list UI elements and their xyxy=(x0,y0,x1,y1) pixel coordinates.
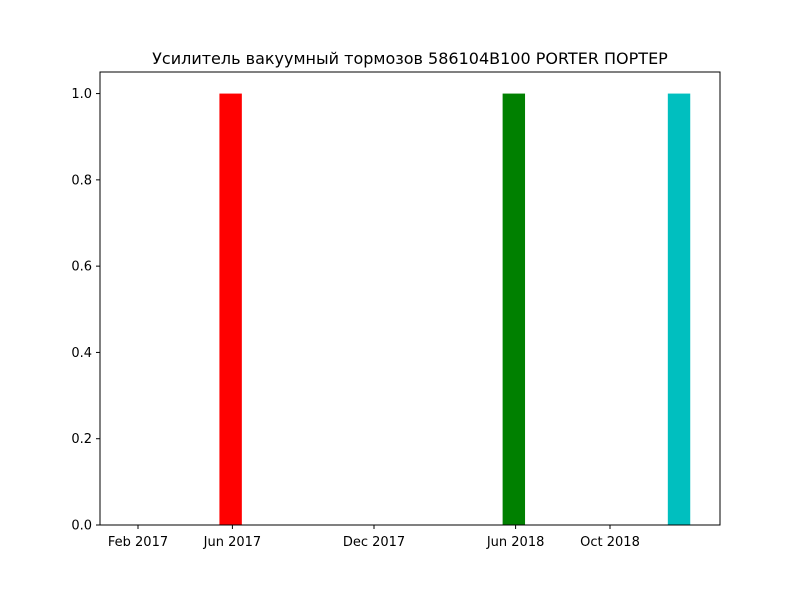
y-tick-label: 0.6 xyxy=(71,260,92,275)
plot-frame xyxy=(99,71,721,526)
x-tick-label: Jun 2017 xyxy=(203,535,262,550)
y-tick-label: 0.2 xyxy=(71,432,92,447)
bar-0 xyxy=(219,93,242,526)
x-tick-label: Jun 2018 xyxy=(486,535,545,550)
y-tick-label: 0.8 xyxy=(71,173,92,188)
bars-layer xyxy=(219,93,691,526)
bar-1 xyxy=(502,93,526,526)
x-tick-label: Dec 2017 xyxy=(343,535,405,550)
y-tick-label: 1.0 xyxy=(71,87,92,102)
y-axis: 0.0 0.2 0.4 0.6 0.8 1.0 xyxy=(71,87,100,534)
bar-2 xyxy=(667,93,691,526)
chart-title: Усилитель вакуумный тормозов 586104B100 … xyxy=(152,49,668,68)
x-tick-label: Oct 2018 xyxy=(580,535,640,550)
y-tick-label: 0.4 xyxy=(71,346,92,361)
x-axis: Feb 2017 Jun 2017 Dec 2017 Jun 2018 Oct 2018 xyxy=(108,525,640,550)
x-tick-label: Feb 2017 xyxy=(108,535,168,550)
y-tick-label: 0.0 xyxy=(71,519,92,534)
